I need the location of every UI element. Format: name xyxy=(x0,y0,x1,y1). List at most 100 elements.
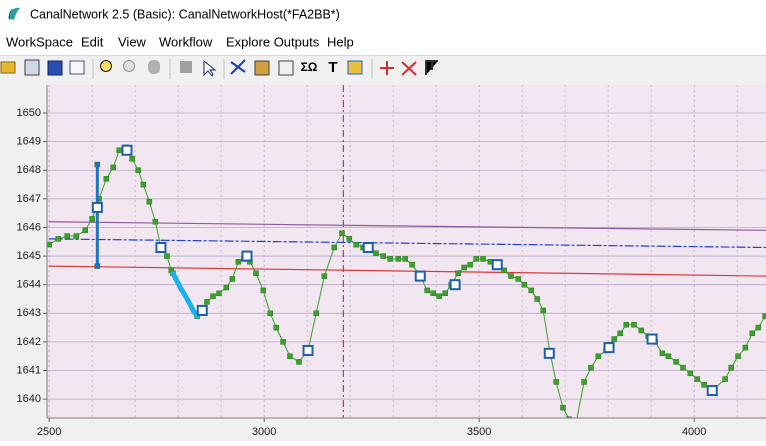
data-point xyxy=(728,364,734,371)
data-point xyxy=(267,310,273,317)
data-point xyxy=(223,284,230,291)
menu-item[interactable]: Help xyxy=(327,34,354,49)
node-marker xyxy=(91,201,103,213)
y-tick-label: 1645 xyxy=(17,250,41,262)
data-point xyxy=(665,353,672,359)
data-point xyxy=(321,273,328,279)
y-tick-label: 1644 xyxy=(17,279,41,291)
y-tick-label: 1642 xyxy=(17,336,41,348)
node-marker xyxy=(414,270,426,282)
select-button[interactable] xyxy=(180,61,192,73)
table-button[interactable] xyxy=(278,60,294,76)
data-point xyxy=(560,404,566,411)
data-point xyxy=(216,290,222,297)
data-point xyxy=(103,176,110,182)
data-point xyxy=(110,164,116,171)
style-button[interactable] xyxy=(347,60,363,75)
save-button[interactable] xyxy=(47,60,63,76)
list-button[interactable] xyxy=(69,60,85,75)
data-point xyxy=(540,307,546,314)
node-marker xyxy=(543,347,555,359)
data-point xyxy=(395,256,402,262)
data-point xyxy=(204,299,210,305)
data-point xyxy=(146,198,153,205)
data-point xyxy=(722,376,728,382)
data-point xyxy=(73,233,79,239)
title-bar xyxy=(0,0,766,30)
menu-item[interactable]: Workflow xyxy=(159,34,213,49)
data-point xyxy=(346,236,353,242)
y-tick-label: 1640 xyxy=(17,393,41,405)
data-point xyxy=(82,227,89,234)
data-point xyxy=(339,230,345,236)
data-point xyxy=(313,310,319,317)
data-point xyxy=(461,264,467,271)
data-point xyxy=(515,276,522,282)
data-point xyxy=(331,244,338,251)
data-point xyxy=(89,216,95,222)
data-point xyxy=(152,218,159,225)
node-marker xyxy=(646,333,658,345)
data-point xyxy=(116,147,122,153)
data-point xyxy=(687,370,694,377)
data-point xyxy=(380,253,387,259)
data-point xyxy=(442,290,448,297)
data-point xyxy=(673,359,679,365)
menu-bar xyxy=(0,30,766,55)
y-tick-label: 1648 xyxy=(17,164,41,176)
x-tick-label: 4000 xyxy=(682,426,706,438)
data-point xyxy=(566,416,572,418)
zoom-in-button[interactable] xyxy=(100,60,112,72)
data-point xyxy=(701,382,707,388)
data-point xyxy=(235,259,242,265)
data-point xyxy=(210,293,216,299)
y-tick-label: 1641 xyxy=(17,364,41,376)
profile-button[interactable] xyxy=(230,59,246,75)
data-point xyxy=(296,359,302,365)
data-point xyxy=(135,167,141,174)
menu-item[interactable]: WorkSpace xyxy=(6,34,73,49)
zoom-out-button[interactable] xyxy=(123,60,135,72)
data-point xyxy=(680,364,686,371)
data-point xyxy=(501,267,507,274)
menu-item[interactable]: View xyxy=(118,34,147,49)
node-marker xyxy=(302,344,314,356)
text-button[interactable]: T xyxy=(328,59,337,76)
data-point xyxy=(588,364,594,371)
open-button[interactable] xyxy=(0,61,16,74)
data-point xyxy=(742,344,749,351)
data-point xyxy=(373,250,379,256)
plot-area xyxy=(47,85,766,418)
data-point xyxy=(94,263,101,269)
data-point xyxy=(164,253,170,259)
data-point xyxy=(553,379,559,385)
data-point xyxy=(353,241,359,248)
y-tick-label: 1643 xyxy=(17,307,41,319)
delete-point-button[interactable] xyxy=(401,61,417,76)
pointer-button[interactable] xyxy=(203,59,217,77)
plot xyxy=(47,85,766,418)
data-point xyxy=(467,261,473,268)
node-marker xyxy=(155,241,167,253)
data-point xyxy=(521,281,528,288)
node-marker xyxy=(449,279,461,291)
y-tick-label: 1650 xyxy=(17,107,41,119)
marker-button[interactable] xyxy=(425,60,438,75)
data-point xyxy=(749,330,755,337)
add-point-button[interactable] xyxy=(380,61,394,75)
data-point xyxy=(409,261,415,268)
sum-button[interactable]: ΣΩ xyxy=(301,60,318,74)
series-line xyxy=(48,221,766,231)
data-point xyxy=(638,327,645,334)
data-point xyxy=(694,376,700,382)
font-button[interactable] xyxy=(24,59,40,76)
data-point xyxy=(273,324,279,331)
grid-button[interactable] xyxy=(254,60,270,76)
menu-item[interactable]: Edit xyxy=(81,34,104,49)
data-point xyxy=(94,161,101,168)
data-point xyxy=(735,353,741,359)
menu-item[interactable]: Explore Outputs xyxy=(226,34,320,49)
pan-button[interactable] xyxy=(148,60,160,74)
y-tick-label: 1646 xyxy=(17,221,41,233)
